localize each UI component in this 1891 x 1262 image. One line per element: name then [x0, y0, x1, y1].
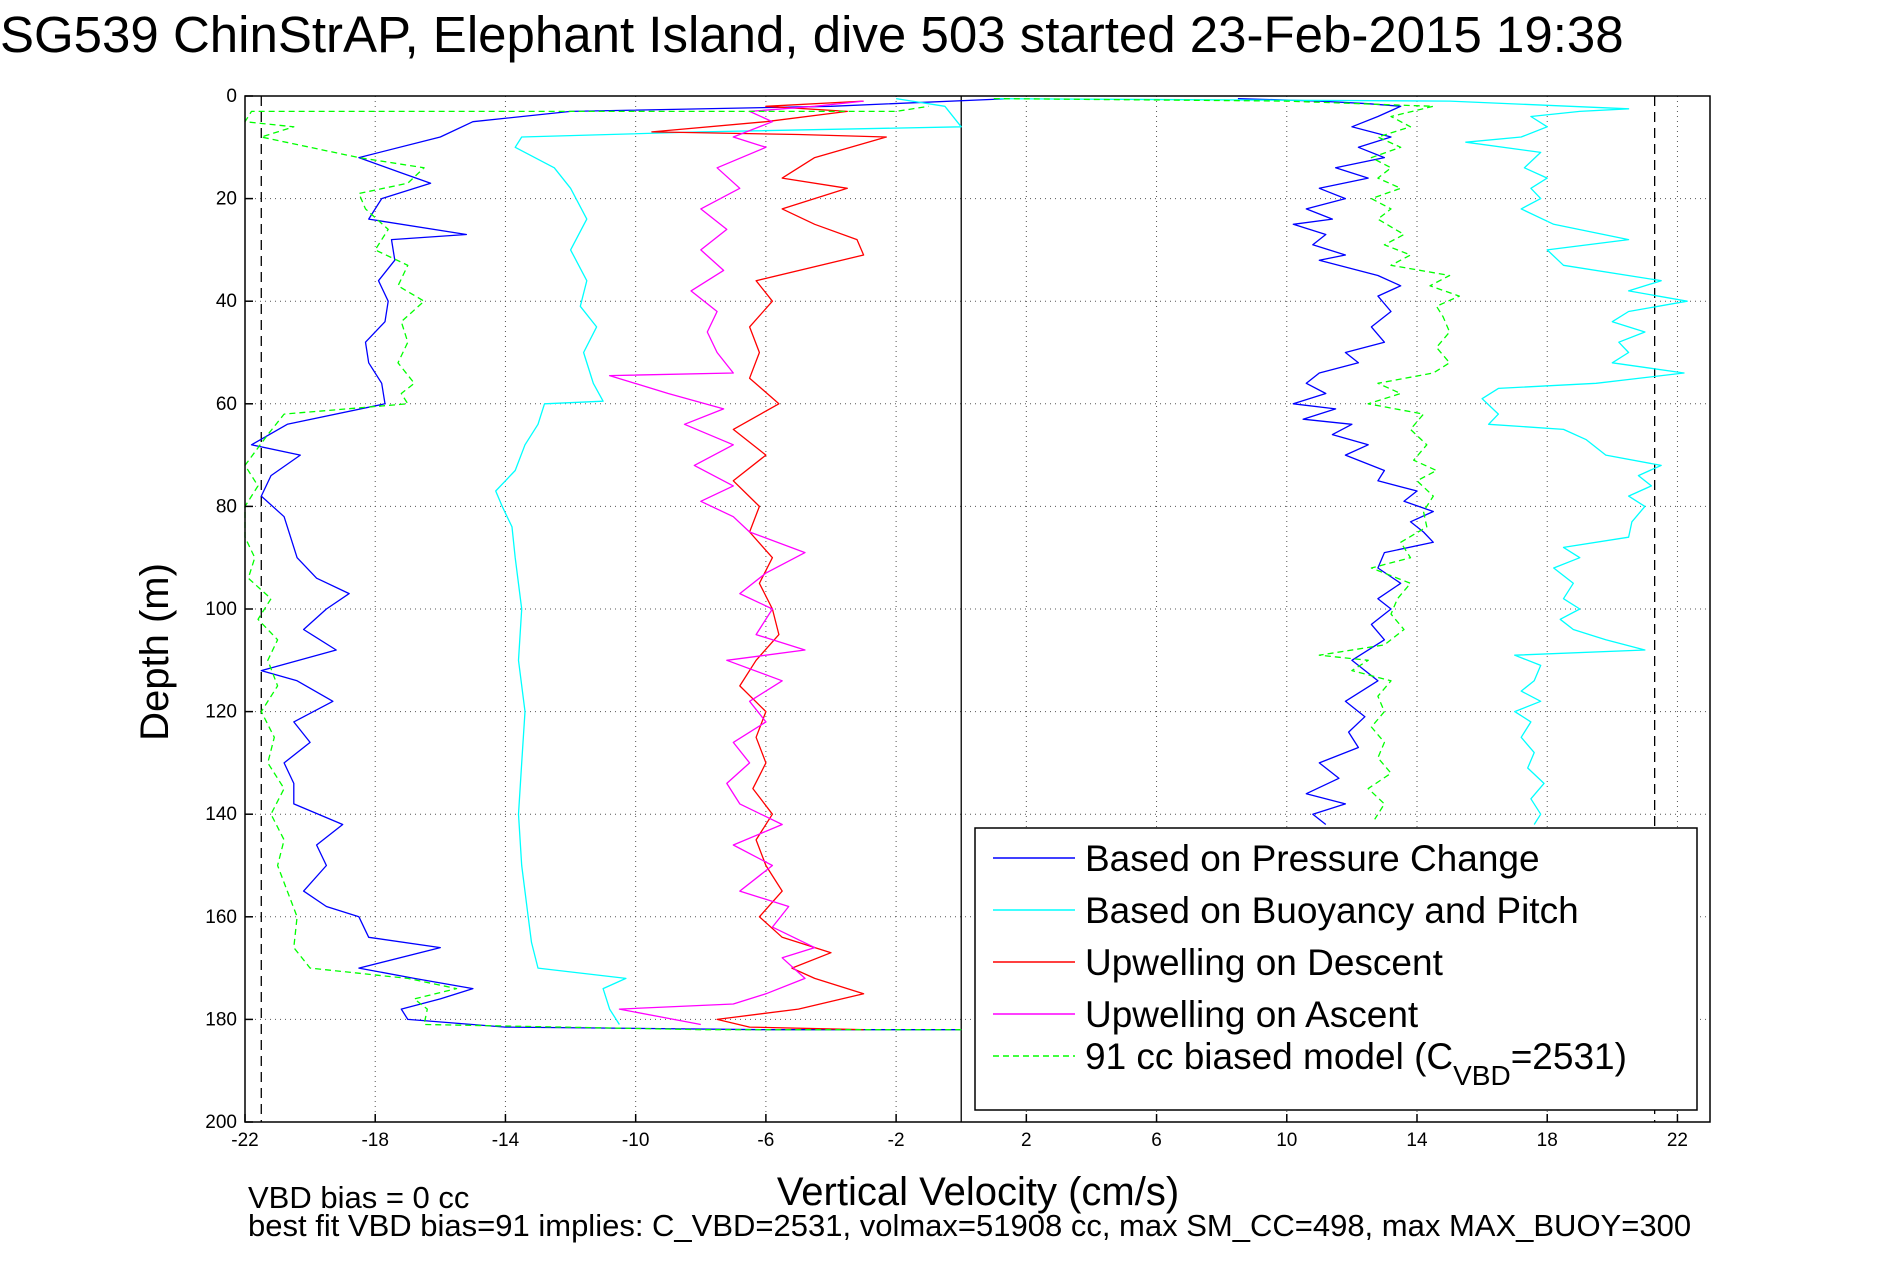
- y-tick-label: 180: [205, 1009, 237, 1030]
- series-line: [495, 97, 962, 1025]
- y-tick-label: 40: [216, 291, 237, 312]
- legend-label: Based on Pressure Change: [1085, 838, 1540, 879]
- x-tick-label: -18: [361, 1130, 388, 1151]
- tick-layer: -22 -18 -14 -10 -6 -2 2 6 10 14 18 2202040608010012…: [205, 86, 1688, 1151]
- y-tick-label: 20: [216, 189, 237, 210]
- y-tick-label: 60: [216, 394, 237, 415]
- x-tick-label: -2: [888, 1130, 905, 1151]
- legend: Based on Pressure Change Based on Buoyanc…: [974, 827, 1698, 1111]
- x-tick-label: 6: [1151, 1130, 1162, 1151]
- series-line: [651, 100, 887, 1031]
- best-fit-note: best fit VBD bias=91 implies: C_VBD=2531…: [248, 1208, 1691, 1243]
- x-tick-label: 18: [1537, 1130, 1558, 1151]
- x-axis-label: Vertical Velocity (cm/s): [777, 1170, 1179, 1214]
- x-tick-label: 22: [1667, 1130, 1688, 1151]
- x-tick-label: 14: [1406, 1130, 1428, 1151]
- x-tick-label: -14: [492, 1130, 520, 1151]
- chart-title: SG539 ChinStrAP, Elephant Island, dive 5…: [0, 6, 1624, 63]
- legend-label: Upwelling on Descent: [1085, 942, 1444, 983]
- y-tick-label: 120: [205, 702, 237, 723]
- series-line: [250, 97, 1011, 1031]
- right-panel-series-line: [1237, 97, 1434, 826]
- right-panel-series-line: [993, 97, 1460, 820]
- x-tick-label: -22: [231, 1130, 258, 1151]
- legend-box: [974, 827, 1698, 1111]
- y-tick-label: 80: [216, 496, 237, 517]
- y-tick-label: 100: [205, 599, 237, 620]
- series-layer: [244, 97, 1688, 1031]
- legend-label: Upwelling on Ascent: [1085, 994, 1419, 1035]
- y-tick-label: 200: [205, 1112, 237, 1133]
- right-panel-series-line: [993, 97, 1688, 825]
- x-tick-label: -10: [622, 1130, 649, 1151]
- y-tick-label: 160: [205, 907, 237, 928]
- series-line: [608, 100, 864, 1026]
- series-line: [244, 105, 962, 1031]
- x-tick-label: 2: [1021, 1130, 1032, 1151]
- x-tick-label: -6: [757, 1130, 774, 1151]
- y-tick-label: 0: [226, 86, 237, 107]
- y-tick-label: 140: [205, 804, 237, 825]
- legend-label: Based on Buoyancy and Pitch: [1085, 890, 1579, 931]
- x-tick-label: 10: [1276, 1130, 1297, 1151]
- y-axis-label: Depth (m): [133, 563, 177, 741]
- bias-note: VBD bias = 0 cc: [248, 1180, 469, 1215]
